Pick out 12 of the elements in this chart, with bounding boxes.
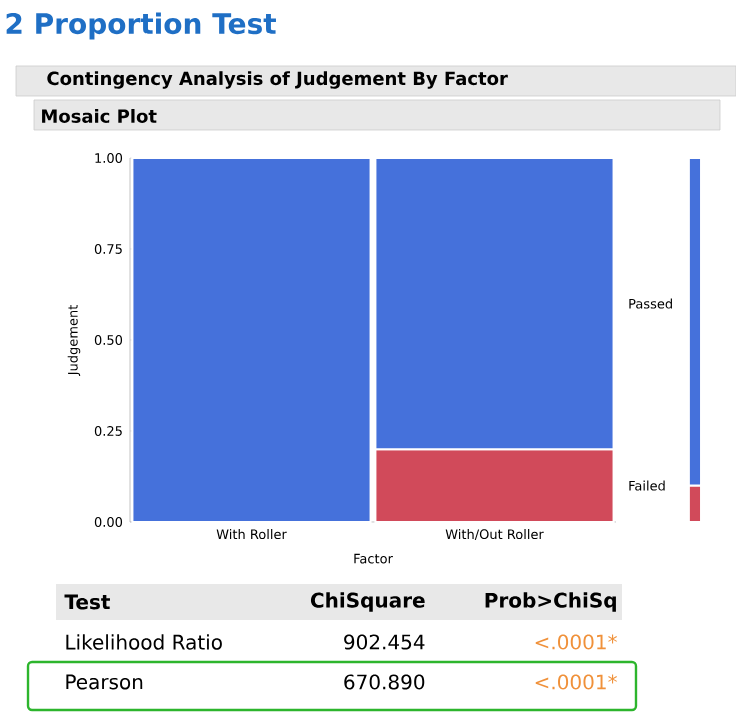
text: Mosaic Plot (42, 109, 157, 123)
text: <.0001* (535, 674, 617, 690)
text: Test (64, 594, 110, 610)
text: 902.454 (344, 634, 425, 650)
text: Prob>ChiSq (485, 592, 616, 612)
text: 670.890 (344, 674, 425, 690)
chart-title: 2 Proportion Test (6, 12, 276, 40)
chart-subtitle: Contingency Analysis of Judgement By Factor (47, 71, 508, 89)
text: ChiSquare (310, 592, 425, 612)
text: Pearson (66, 674, 143, 690)
text: <.0001* (535, 634, 617, 650)
text: Likelihood Ratio (66, 634, 222, 650)
